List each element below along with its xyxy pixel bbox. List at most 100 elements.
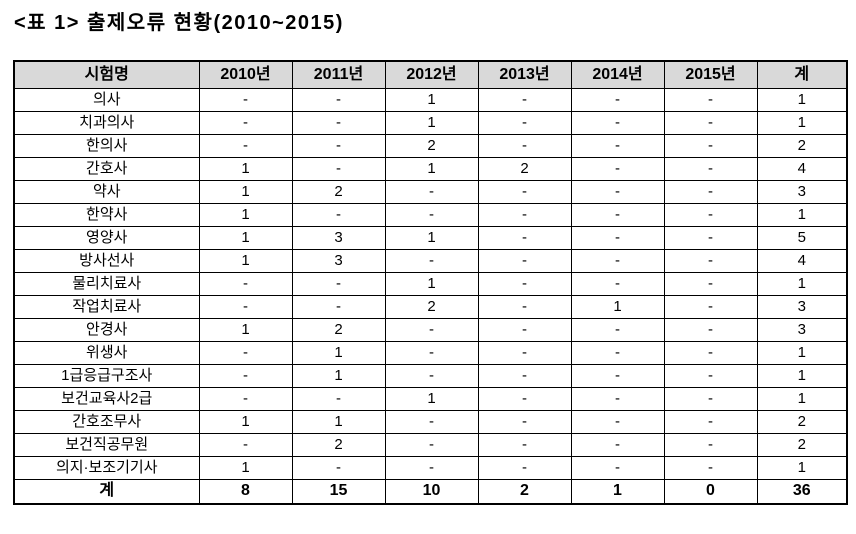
value-cell-2012: - (384, 432, 479, 457)
exam-name-cell: 의사 (13, 87, 200, 112)
value-cell-total: 1 (756, 271, 848, 296)
value-cell-2015: - (663, 363, 758, 388)
value-cell-total: 4 (756, 248, 848, 273)
value-cell-total: 1 (756, 455, 848, 480)
value-cell-2012: 2 (384, 294, 479, 319)
table-row: 한의사 - - 2 - - - 2 (13, 133, 848, 158)
value-cell-2012: 10 (384, 478, 479, 505)
value-cell-2013: - (477, 432, 572, 457)
value-cell-2012: - (384, 179, 479, 204)
value-cell-2010: - (198, 271, 293, 296)
value-cell-2011: - (291, 133, 386, 158)
value-cell-2010: 1 (198, 202, 293, 227)
value-cell-2015: - (663, 340, 758, 365)
value-cell-2013: - (477, 179, 572, 204)
exam-name-cell: 계 (13, 478, 200, 505)
value-cell-total: 1 (756, 87, 848, 112)
value-cell-total: 4 (756, 156, 848, 181)
value-cell-2013: 2 (477, 156, 572, 181)
value-cell-2015: - (663, 156, 758, 181)
value-cell-total: 1 (756, 386, 848, 411)
value-cell-2012: - (384, 409, 479, 434)
value-cell-2013: - (477, 317, 572, 342)
value-cell-total: 36 (756, 478, 848, 505)
table-row: 의사 - - 1 - - - 1 (13, 87, 848, 112)
table-row: 한약사 1 - - - - - 1 (13, 202, 848, 227)
value-cell-2013: - (477, 248, 572, 273)
value-cell-2013: - (477, 133, 572, 158)
value-cell-2011: - (291, 455, 386, 480)
value-cell-total: 5 (756, 225, 848, 250)
value-cell-2014: - (570, 110, 665, 135)
value-cell-2010: - (198, 87, 293, 112)
value-cell-2015: - (663, 409, 758, 434)
value-cell-2012: - (384, 317, 479, 342)
value-cell-2014: - (570, 432, 665, 457)
col-header-2012: 2012년 (384, 60, 479, 89)
exam-name-cell: 한의사 (13, 133, 200, 158)
value-cell-2013: - (477, 87, 572, 112)
value-cell-2014: - (570, 386, 665, 411)
value-cell-total: 2 (756, 133, 848, 158)
value-cell-2014: 1 (570, 294, 665, 319)
value-cell-2012: - (384, 202, 479, 227)
value-cell-2012: - (384, 363, 479, 388)
value-cell-2013: - (477, 386, 572, 411)
exam-name-cell: 안경사 (13, 317, 200, 342)
table-row: 물리치료사 - - 1 - - - 1 (13, 271, 848, 296)
value-cell-2010: 1 (198, 156, 293, 181)
col-header-2015: 2015년 (663, 60, 758, 89)
value-cell-total: 1 (756, 110, 848, 135)
value-cell-2010: - (198, 294, 293, 319)
exam-name-cell: 물리치료사 (13, 271, 200, 296)
value-cell-2010: - (198, 133, 293, 158)
table-row: 간호조무사 1 1 - - - - 2 (13, 409, 848, 434)
value-cell-total: 3 (756, 179, 848, 204)
value-cell-2010: - (198, 386, 293, 411)
value-cell-2011: 2 (291, 317, 386, 342)
col-header-2010: 2010년 (198, 60, 293, 89)
value-cell-2012: - (384, 455, 479, 480)
value-cell-2014: - (570, 202, 665, 227)
table-row: 영양사 1 3 1 - - - 5 (13, 225, 848, 250)
exam-name-cell: 치과의사 (13, 110, 200, 135)
value-cell-2010: 1 (198, 409, 293, 434)
value-cell-2015: - (663, 386, 758, 411)
col-header-2014: 2014년 (570, 60, 665, 89)
value-cell-2015: - (663, 455, 758, 480)
value-cell-2013: 2 (477, 478, 572, 505)
value-cell-2014: 1 (570, 478, 665, 505)
value-cell-2012: 1 (384, 110, 479, 135)
value-cell-2012: 1 (384, 225, 479, 250)
value-cell-2014: - (570, 87, 665, 112)
value-cell-2013: - (477, 202, 572, 227)
value-cell-2013: - (477, 455, 572, 480)
value-cell-total: 3 (756, 317, 848, 342)
value-cell-2015: - (663, 202, 758, 227)
value-cell-2011: 1 (291, 409, 386, 434)
value-cell-2011: - (291, 87, 386, 112)
col-header-2011: 2011년 (291, 60, 386, 89)
table-row: 약사 1 2 - - - - 3 (13, 179, 848, 204)
exam-name-cell: 간호사 (13, 156, 200, 181)
value-cell-2014: - (570, 133, 665, 158)
value-cell-2011: - (291, 156, 386, 181)
table-row: 안경사 1 2 - - - - 3 (13, 317, 848, 342)
value-cell-2015: - (663, 294, 758, 319)
value-cell-2011: 2 (291, 432, 386, 457)
value-cell-2010: - (198, 340, 293, 365)
value-cell-total: 2 (756, 432, 848, 457)
value-cell-2011: - (291, 110, 386, 135)
exam-name-cell: 간호조무사 (13, 409, 200, 434)
value-cell-total: 3 (756, 294, 848, 319)
value-cell-2013: - (477, 409, 572, 434)
value-cell-2010: 8 (198, 478, 293, 505)
value-cell-2015: - (663, 317, 758, 342)
value-cell-2014: - (570, 455, 665, 480)
value-cell-2012: - (384, 248, 479, 273)
value-cell-2014: - (570, 225, 665, 250)
value-cell-2011: 1 (291, 340, 386, 365)
table-row: 방사선사 1 3 - - - - 4 (13, 248, 848, 273)
value-cell-2013: - (477, 110, 572, 135)
value-cell-2013: - (477, 294, 572, 319)
